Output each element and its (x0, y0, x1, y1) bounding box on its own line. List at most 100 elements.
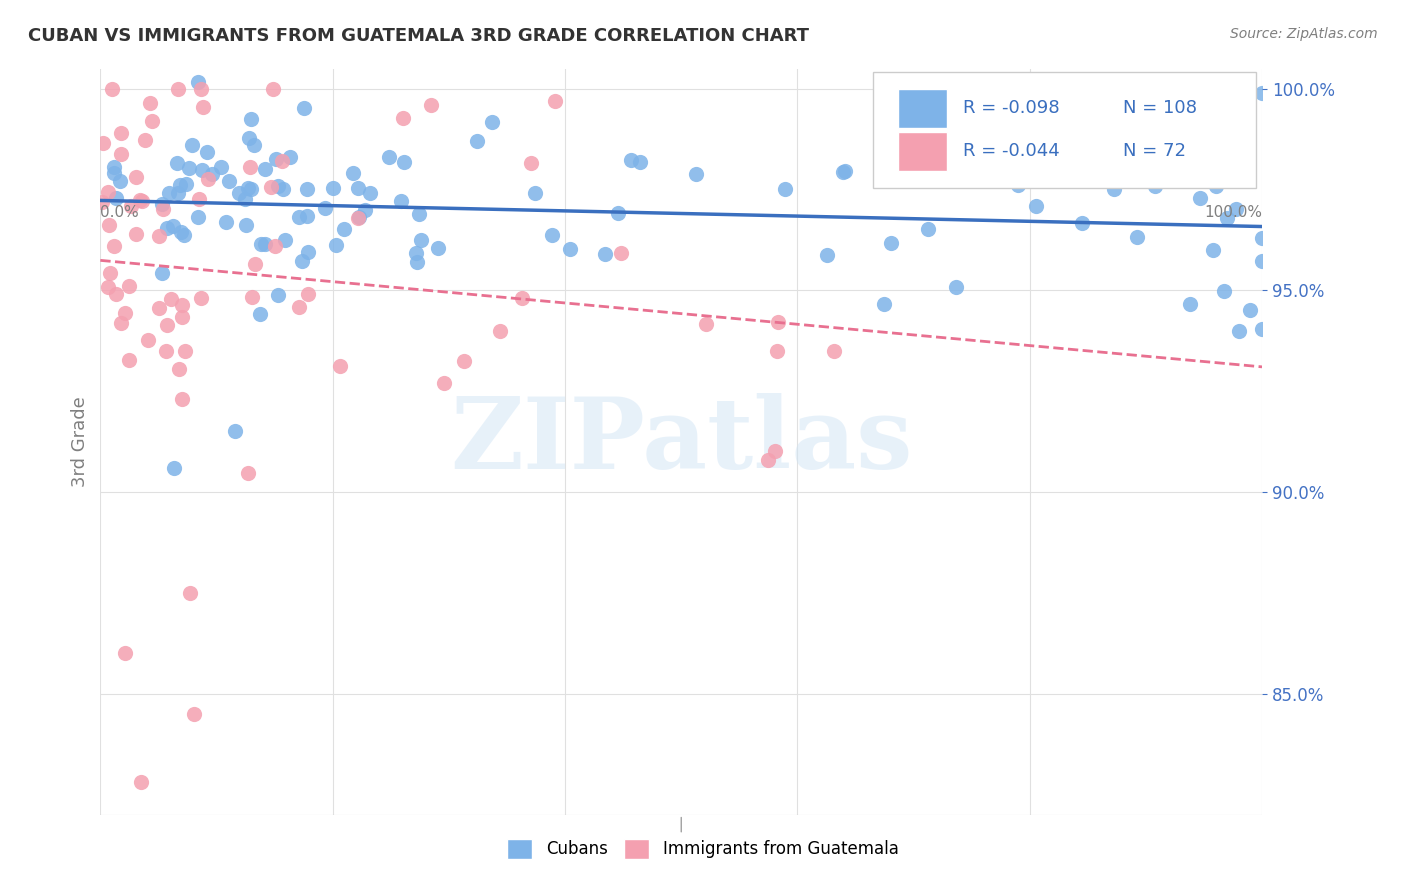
Point (148, 301, 170, 316)
Point (249, 307, 271, 321)
Point (408, 207, 430, 221)
Text: N = 108: N = 108 (1122, 99, 1197, 117)
Point (427, 240, 450, 254)
Point (110, 126, 132, 140)
Point (389, 194, 412, 208)
Point (406, 254, 429, 268)
Point (197, 172, 219, 186)
Point (773, 181, 796, 195)
Point (465, 134, 488, 148)
Point (98, 266, 121, 280)
Point (607, 206, 630, 220)
Point (170, 225, 193, 239)
Point (110, 174, 132, 188)
Point (628, 154, 651, 169)
Point (245, 256, 267, 270)
Text: Source: ZipAtlas.com: Source: ZipAtlas.com (1230, 27, 1378, 41)
Point (880, 235, 903, 250)
Point (236, 466, 259, 480)
Point (1205, 179, 1227, 194)
Point (274, 233, 297, 247)
Y-axis label: 3rd Grade: 3rd Grade (72, 396, 89, 487)
Point (1213, 284, 1236, 298)
Point (420, 97, 443, 112)
Point (287, 211, 309, 225)
Point (139, 96, 162, 111)
Point (262, 81, 284, 95)
Point (1227, 324, 1250, 338)
Point (235, 219, 257, 233)
Point (260, 180, 283, 194)
Text: 0.0%: 0.0% (100, 205, 139, 220)
Point (1189, 191, 1212, 205)
Point (166, 81, 188, 95)
Point (166, 156, 188, 170)
Text: 100.0%: 100.0% (1204, 205, 1263, 220)
Point (297, 209, 319, 223)
Point (1251, 254, 1274, 268)
Point (288, 301, 311, 315)
Point (270, 154, 292, 169)
Point (378, 150, 401, 164)
Point (172, 392, 194, 406)
Point (190, 81, 212, 95)
Point (131, 194, 153, 208)
Point (118, 352, 141, 367)
Text: ZIPatlas: ZIPatlas (450, 393, 912, 490)
Point (129, 775, 152, 789)
Point (481, 115, 503, 129)
Point (209, 161, 232, 175)
Point (405, 245, 427, 260)
Point (118, 279, 141, 293)
Point (1102, 182, 1125, 196)
Point (610, 246, 633, 260)
Text: CUBAN VS IMMIGRANTS FROM GUATEMALA 3RD GRADE CORRELATION CHART: CUBAN VS IMMIGRANTS FROM GUATEMALA 3RD G… (28, 27, 808, 45)
Text: R = -0.044: R = -0.044 (963, 142, 1060, 160)
Point (766, 343, 789, 358)
Point (238, 181, 260, 195)
Point (90, 194, 112, 209)
Point (1144, 178, 1167, 193)
Point (170, 310, 193, 324)
Point (322, 181, 344, 195)
Point (163, 460, 186, 475)
Point (945, 280, 967, 294)
Point (823, 343, 845, 358)
Point (174, 343, 197, 358)
Point (218, 173, 240, 187)
Point (917, 222, 939, 236)
Point (162, 219, 184, 234)
Point (215, 215, 238, 229)
Point (253, 161, 276, 176)
Point (411, 233, 433, 247)
Point (239, 112, 262, 127)
Point (179, 161, 201, 175)
Point (155, 343, 177, 358)
Point (815, 248, 838, 262)
Point (201, 167, 224, 181)
Point (233, 192, 256, 206)
Point (141, 113, 163, 128)
Point (249, 237, 271, 252)
Point (125, 227, 148, 241)
Point (347, 211, 370, 226)
Legend: Cubans, Immigrants from Guatemala: Cubans, Immigrants from Guatemala (501, 832, 905, 866)
Point (187, 211, 209, 225)
Point (98, 218, 121, 232)
Point (346, 181, 368, 195)
Point (756, 453, 779, 467)
Point (329, 359, 352, 373)
Point (157, 186, 180, 200)
Point (173, 228, 195, 243)
Point (103, 239, 125, 253)
Point (295, 182, 318, 196)
Point (519, 155, 541, 169)
Point (134, 133, 156, 147)
Point (433, 376, 456, 391)
Point (97, 279, 120, 293)
Point (103, 166, 125, 180)
Point (195, 145, 218, 159)
Point (190, 291, 212, 305)
Point (97, 186, 120, 200)
Point (1239, 303, 1261, 318)
